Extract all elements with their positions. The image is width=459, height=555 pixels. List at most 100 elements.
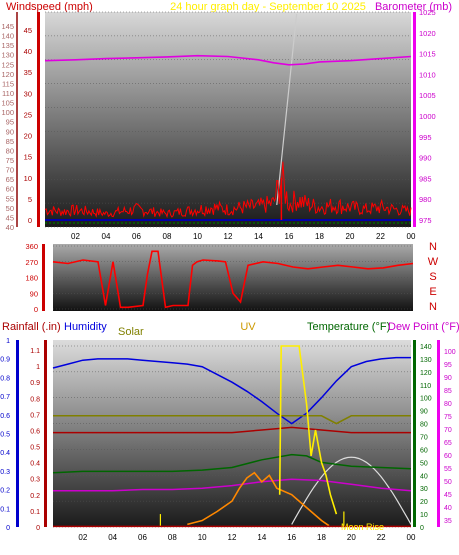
temp-tick-label: 0: [420, 525, 424, 532]
axis-bar: [42, 244, 45, 311]
humidity-tick-label: 0: [36, 525, 40, 532]
dew-point-line: [53, 478, 412, 492]
dew-tick-label: 65: [444, 440, 452, 447]
rain-tick-label: 0.7: [0, 394, 10, 401]
y-tick-label: 360: [25, 242, 38, 251]
windspeed-label: Windspeed (mph): [6, 1, 93, 13]
temp-tick-label: 70: [420, 435, 428, 442]
wind-direction-series: [52, 250, 414, 309]
temperature-line: [52, 453, 412, 474]
y-tick-label: 980: [419, 195, 432, 204]
y-tick-label: 110: [2, 89, 14, 98]
humidity-tick-label: 0.3: [30, 477, 40, 484]
y-tick-label: 140: [1, 32, 14, 41]
x-tick-label: 14: [257, 533, 266, 542]
x-tick-label: 16: [287, 533, 296, 542]
y-tick-label: 95: [6, 118, 14, 127]
humidity-label: Humidity: [64, 321, 107, 333]
x-tick-label: 04: [102, 232, 111, 241]
weather-panel: [53, 340, 411, 527]
y-tick-label: 115: [2, 79, 14, 88]
y-tick-label: 15: [24, 153, 32, 162]
y-tick-label: 0: [34, 305, 38, 314]
uv-label: UV: [240, 321, 256, 333]
compass-label: E: [429, 286, 436, 298]
temp-tick-label: 120: [420, 370, 432, 377]
weather-y-axes: 00.10.20.30.40.50.60.70.80.9100.10.20.30…: [0, 338, 456, 532]
y-tick-label: 145: [1, 22, 14, 31]
y-tick-label: 995: [419, 133, 432, 142]
thsw-line: [187, 471, 330, 527]
x-tick-label: 16: [285, 232, 294, 241]
barometer-line: [44, 54, 412, 66]
y-tick-label: 125: [1, 60, 14, 69]
x-tick-label: 12: [228, 533, 237, 542]
x-tick-label: 06: [138, 533, 147, 542]
rain-tick-label: 0.2: [0, 488, 10, 495]
y-tick-label: 105: [1, 99, 14, 108]
rain-tick-label: 0.5: [0, 432, 10, 439]
x-tick-label: 04: [108, 533, 117, 542]
humidity-tick-label: 1.1: [30, 348, 40, 355]
y-tick-label: 1010: [419, 70, 436, 79]
dew-tick-label: 85: [444, 388, 452, 395]
dew-tick-label: 90: [444, 375, 452, 382]
x-tick-label: 08: [168, 533, 177, 542]
dew-point-label: Dew Point (°F): [388, 321, 459, 333]
wind-direction-y-axis: 0 90 180 270 360: [25, 242, 45, 314]
axis-bar: [413, 340, 416, 527]
x-tick-label: 10: [198, 533, 207, 542]
y-tick-label: 985: [419, 174, 432, 183]
humidity-tick-label: 0.5: [30, 445, 40, 452]
x-tick-label: 10: [193, 232, 202, 241]
temp-tick-label: 10: [420, 512, 428, 519]
axis-bar: [413, 12, 416, 227]
y-tick-label: 5: [28, 195, 32, 204]
y-tick-label: 85: [6, 137, 14, 146]
axis-bar: [16, 12, 18, 227]
temp-tick-label: 60: [420, 447, 428, 454]
axis-bar: [37, 12, 40, 227]
humidity-tick-label: 0.2: [30, 493, 40, 500]
wind-direction-line: [52, 250, 414, 309]
x-tick-label: 18: [317, 533, 326, 542]
wind-panel: [45, 12, 411, 227]
solar-line: [276, 13, 298, 206]
y-tick-label: 180: [25, 274, 38, 283]
x-tick-label: 06: [132, 232, 141, 241]
solar-label: Solar: [118, 326, 144, 338]
axis-bar: [16, 340, 19, 527]
y-tick-label: 35: [24, 68, 32, 77]
y-tick-label: 100: [1, 108, 14, 117]
dew-tick-label: 95: [444, 362, 452, 369]
wind-x-axis: 02 04 06 08 10 12 14 16 18 20 22 00: [71, 232, 416, 241]
x-tick-label: 00: [407, 533, 416, 542]
y-tick-label: 90: [6, 127, 14, 136]
y-tick-label: 45: [24, 26, 32, 35]
y-tick-label: 270: [25, 258, 38, 267]
temp-tick-label: 140: [420, 344, 432, 351]
dew-tick-label: 50: [444, 479, 452, 486]
y-tick-label: 130: [1, 51, 14, 60]
x-tick-label: 22: [377, 533, 386, 542]
y-tick-label: 1005: [419, 91, 436, 100]
temp-tick-label: 40: [420, 473, 428, 480]
rain-tick-label: 0.9: [0, 357, 10, 364]
x-tick-label: 18: [315, 232, 324, 241]
y-tick-label: 20: [24, 132, 32, 141]
temp-tick-label: 130: [420, 357, 432, 364]
dew-tick-label: 100: [444, 349, 456, 356]
axis-bar: [437, 340, 440, 527]
x-tick-label: 00: [407, 232, 416, 241]
x-tick-label: 20: [346, 232, 355, 241]
wind-y-axis-left: 4045505560657075808590951001051101151201…: [1, 12, 40, 232]
wind-panel-series: [44, 13, 412, 224]
dew-tick-label: 45: [444, 492, 452, 499]
x-tick-label: 22: [376, 232, 385, 241]
axis-bar: [44, 340, 47, 527]
wind-panel-grid: [45, 11, 411, 228]
temperature-label: Temperature (°F): [307, 321, 390, 333]
y-tick-label: 40: [24, 47, 32, 56]
